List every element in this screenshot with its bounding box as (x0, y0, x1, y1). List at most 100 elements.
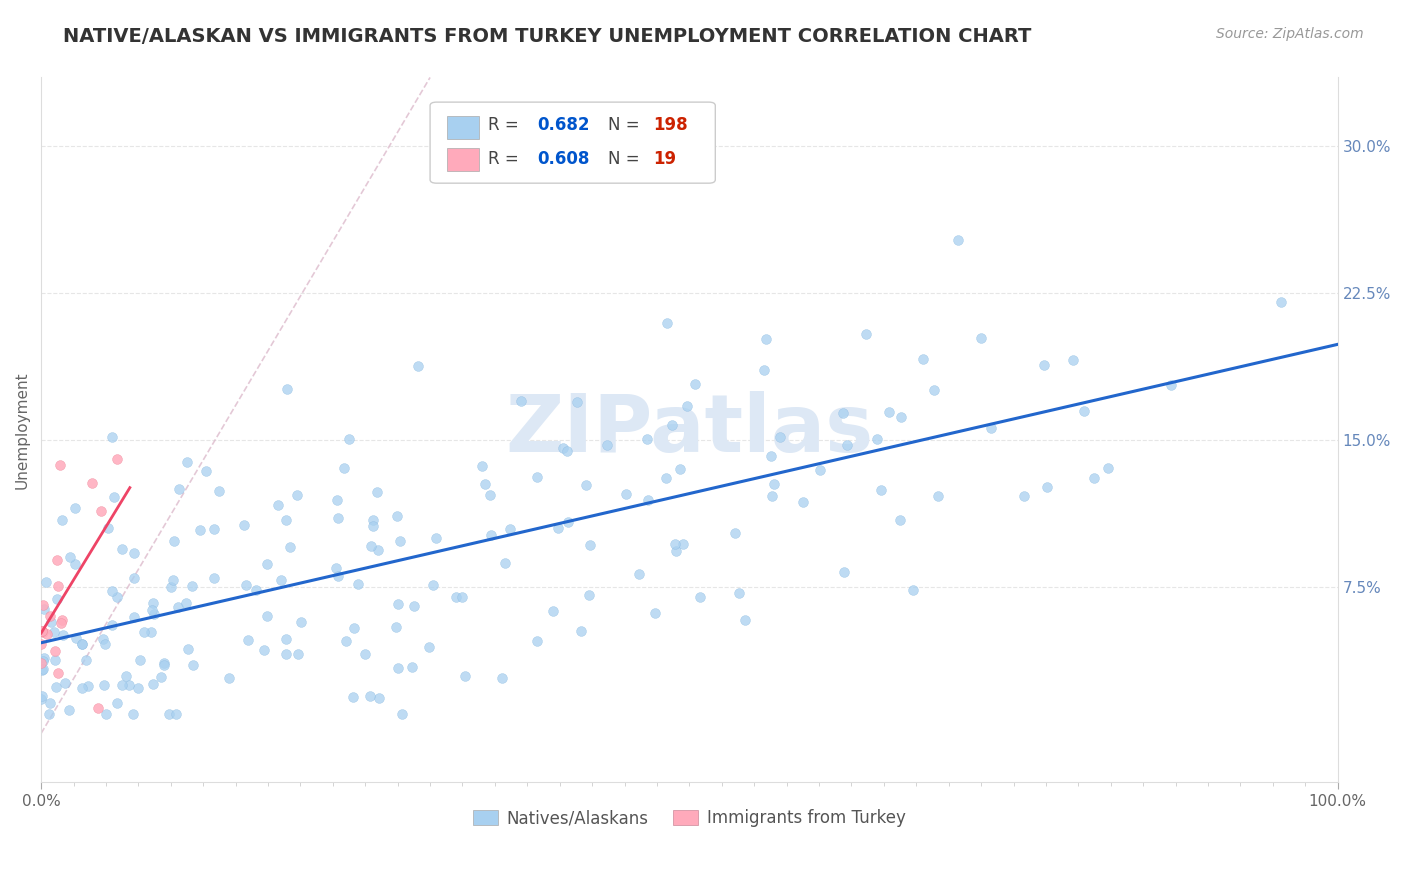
Point (122, 571, 145, 585)
Point (510, 394, 533, 409)
Point (636, 432, 658, 446)
Point (267, 498, 290, 512)
Point (870, 483, 893, 497)
Point (180, 578, 202, 592)
FancyBboxPatch shape (447, 148, 479, 171)
Point (101, 583, 124, 598)
Point (668, 462, 690, 476)
Point (547, 521, 569, 535)
Point (661, 418, 683, 433)
Point (176, 455, 198, 469)
Point (45, 591, 67, 606)
Point (328, 511, 350, 525)
Point (366, 485, 388, 500)
Point (326, 569, 349, 583)
Point (256, 608, 278, 623)
Point (387, 597, 409, 611)
Point (167, 599, 190, 614)
Point (202, 571, 225, 585)
Point (256, 557, 278, 571)
Point (30, 637, 52, 651)
Point (42, 624, 65, 639)
Point (454, 668, 477, 682)
Point (832, 566, 855, 580)
Point (63, 501, 86, 516)
Point (359, 689, 381, 703)
Point (51, 616, 73, 631)
Point (494, 556, 516, 570)
Text: N =: N = (607, 150, 644, 168)
Point (832, 406, 855, 420)
Point (969, 331, 991, 345)
Point (34, 575, 56, 590)
Point (90, 504, 112, 518)
Point (208, 483, 231, 498)
Point (689, 590, 711, 604)
Point (143, 607, 166, 621)
Point (87, 701, 110, 715)
Point (194, 464, 217, 478)
Point (354, 648, 377, 662)
Point (31, 654, 53, 668)
Point (450, 591, 472, 605)
Point (63, 557, 86, 571)
Point (51, 613, 73, 627)
Point (276, 513, 298, 527)
Point (177, 641, 200, 656)
Point (181, 657, 204, 672)
Point (526, 634, 548, 648)
Point (160, 580, 183, 594)
Point (628, 566, 651, 581)
Y-axis label: Unemployment: Unemployment (15, 371, 30, 489)
Point (543, 604, 565, 618)
Point (115, 669, 138, 683)
Point (948, 233, 970, 247)
Point (422, 578, 444, 592)
Point (30, 691, 52, 706)
Text: ZIPatlas: ZIPatlas (505, 391, 873, 469)
Point (117, 678, 139, 692)
Point (769, 430, 792, 444)
Point (39, 608, 62, 623)
Point (101, 430, 124, 444)
Point (555, 444, 578, 458)
Point (103, 490, 125, 504)
Point (901, 582, 924, 597)
Point (75, 652, 97, 666)
Text: 19: 19 (652, 150, 676, 168)
Point (367, 543, 389, 558)
Point (31, 624, 53, 638)
Point (361, 518, 384, 533)
Point (162, 573, 184, 587)
Point (655, 471, 678, 485)
Point (167, 482, 190, 496)
Point (202, 522, 225, 536)
Point (404, 599, 426, 614)
Point (425, 531, 447, 545)
Point (163, 533, 186, 548)
Point (657, 316, 679, 330)
Point (578, 589, 600, 603)
Point (1097, 461, 1119, 475)
Point (48, 458, 70, 472)
Point (665, 544, 688, 558)
Point (579, 538, 602, 552)
Point (142, 596, 165, 610)
Point (551, 442, 574, 456)
Point (337, 432, 360, 446)
Point (385, 620, 408, 634)
Point (122, 610, 145, 624)
Point (274, 632, 297, 647)
Point (105, 696, 128, 710)
Text: 198: 198 (652, 116, 688, 134)
Point (129, 653, 152, 667)
Point (32, 662, 55, 676)
Point (37, 627, 59, 641)
Point (734, 613, 756, 627)
Point (46, 666, 69, 681)
Point (761, 449, 783, 463)
Point (44, 653, 66, 667)
Point (343, 621, 366, 635)
Point (1083, 470, 1105, 484)
Point (59, 549, 82, 564)
